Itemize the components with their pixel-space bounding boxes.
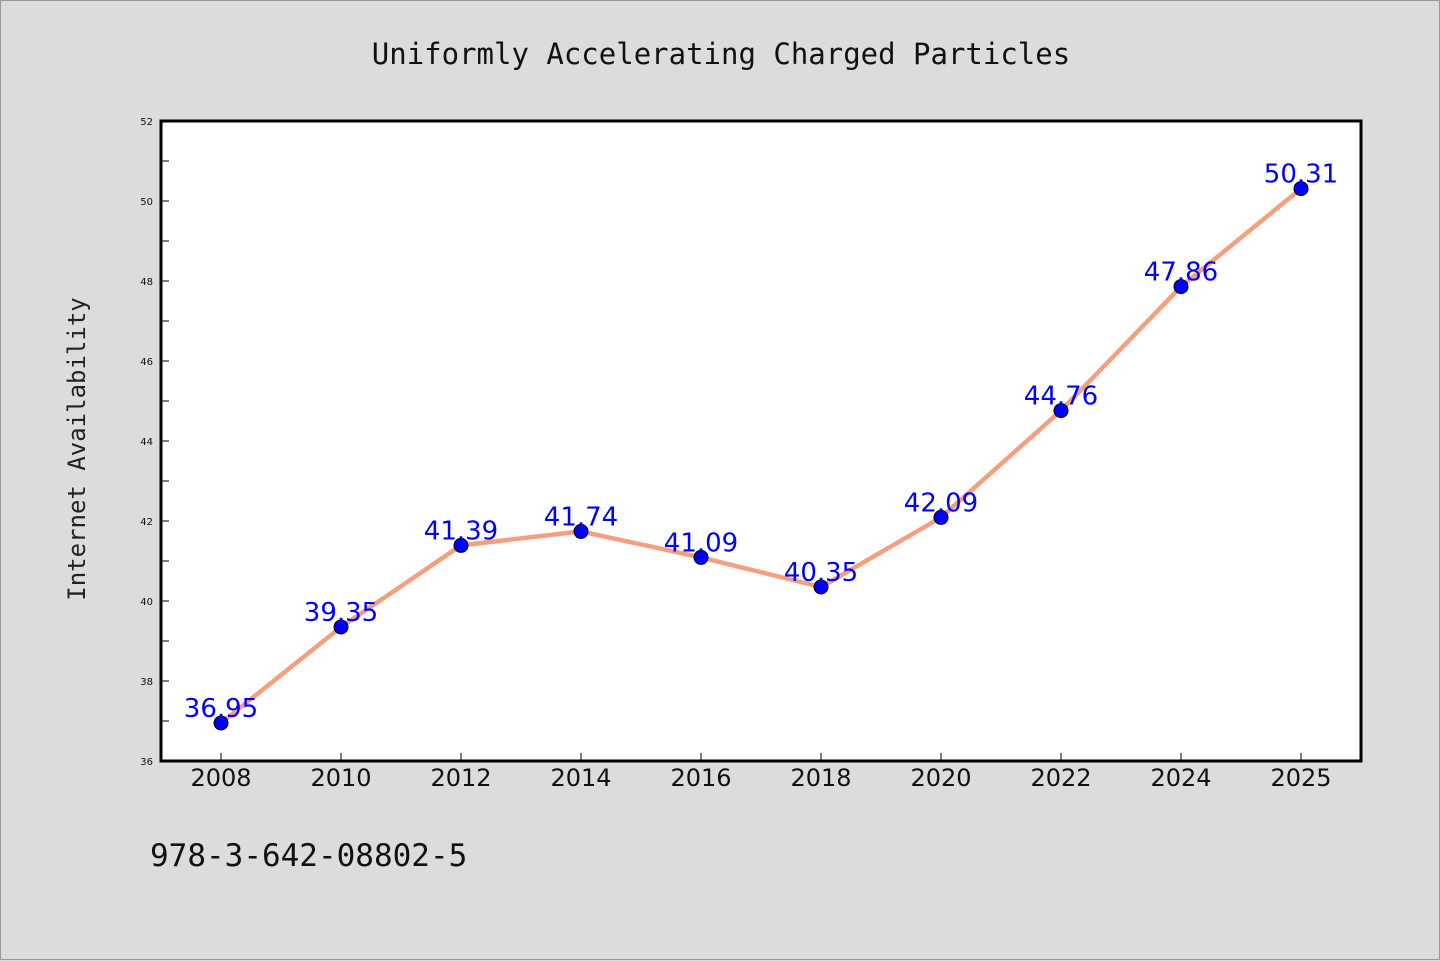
- data-label: 41.74: [544, 502, 618, 532]
- data-label: 36.95: [184, 694, 258, 724]
- y-tick-label: 44: [140, 437, 153, 448]
- series-line-group: [218, 186, 1304, 726]
- data-point: [333, 619, 349, 635]
- y-tick-label: 46: [140, 357, 153, 368]
- plot-area: [161, 121, 1361, 761]
- data-point: [573, 523, 589, 539]
- data-labels: 36.95 39.35 41.39 41.74 41.09 40.35 42.09 44.76…: [184, 160, 1338, 724]
- x-tick-label: 2014: [550, 764, 611, 792]
- chart-title: Uniformly Accelerating Charged Particles: [372, 37, 1070, 71]
- x-tick-label: 2010: [310, 764, 371, 792]
- x-tick-label: 2025: [1270, 764, 1331, 792]
- data-label: 42.09: [904, 488, 978, 518]
- x-tick-label: 2016: [670, 764, 731, 792]
- y-axis-ticks: 36 38 40 42 44 46 48 50 52: [140, 117, 169, 768]
- data-label: 41.09: [664, 528, 738, 558]
- x-tick-label: 2018: [790, 764, 851, 792]
- y-tick-label: 52: [140, 117, 153, 128]
- y-tick-label: 36: [140, 757, 153, 768]
- data-label: 41.39: [424, 516, 498, 546]
- data-label: 47.86: [1144, 258, 1218, 288]
- data-label: 44.76: [1024, 382, 1098, 412]
- y-tick-label: 40: [140, 597, 153, 608]
- x-tick-label: 2008: [190, 764, 251, 792]
- data-point: [1293, 181, 1309, 197]
- data-point: [1173, 279, 1189, 295]
- y-axis-label: Internet Availability: [63, 297, 91, 600]
- data-point: [213, 715, 229, 731]
- x-tick-label: 2012: [430, 764, 491, 792]
- data-point: [933, 509, 949, 525]
- x-tick-label: 2020: [910, 764, 971, 792]
- y-tick-label: 48: [140, 277, 153, 288]
- plot-border: [159, 119, 1363, 763]
- isbn-footer: 978-3-642-08802-5: [150, 838, 467, 874]
- data-point: [813, 579, 829, 595]
- data-point: [693, 549, 709, 565]
- y-tick-label: 38: [140, 677, 153, 688]
- y-tick-label: 42: [140, 517, 153, 528]
- x-tick-label: 2022: [1030, 764, 1091, 792]
- data-label: 39.35: [304, 598, 378, 628]
- y-tick-label: 50: [140, 197, 153, 208]
- data-markers: [213, 181, 1309, 731]
- x-axis-ticks: 2008 2010 2012 2014 2016 2018 2020 2022 2024 2025: [190, 753, 1332, 792]
- data-point: [1053, 403, 1069, 419]
- data-point: [453, 537, 469, 553]
- series-line: [218, 186, 1304, 726]
- data-label: 50.31: [1264, 160, 1338, 190]
- x-tick-label: 2024: [1150, 764, 1211, 792]
- data-label: 40.35: [784, 558, 858, 588]
